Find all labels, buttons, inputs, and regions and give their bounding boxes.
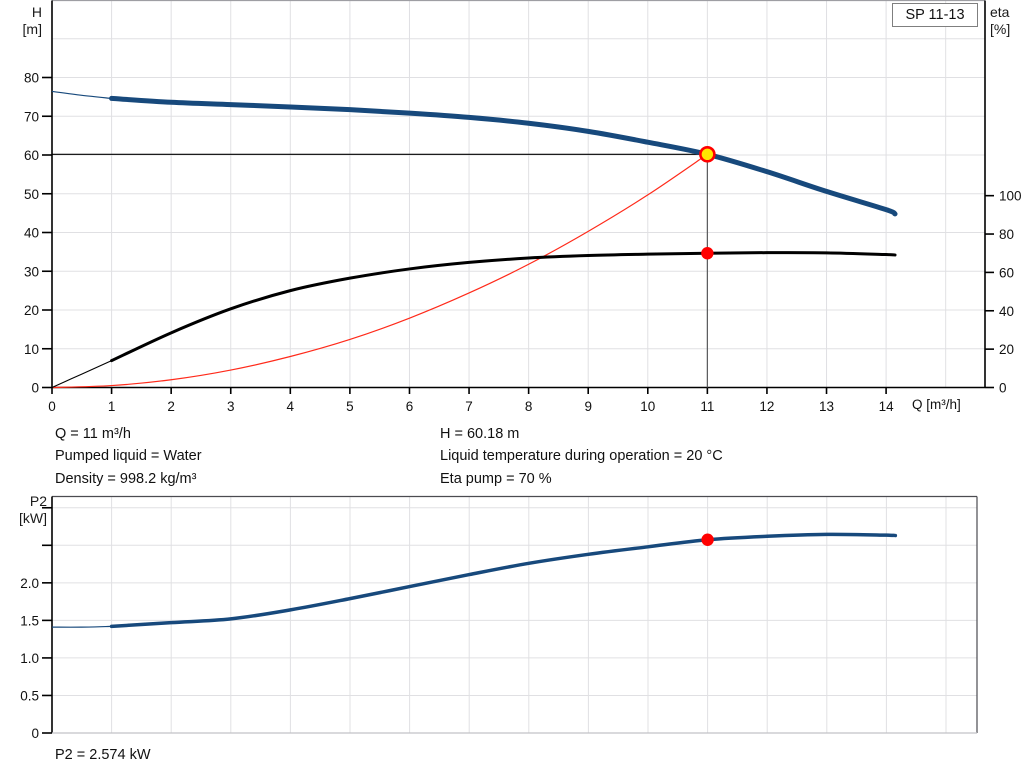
x-tick-label: 11	[700, 399, 714, 414]
eta-axis-title-symbol: eta	[990, 4, 1010, 20]
condition-head: H = 60.18 m	[440, 426, 520, 442]
y-tick-label: 0	[31, 381, 39, 396]
x-tick-label: 8	[525, 399, 533, 414]
y-tick-label: 50	[24, 187, 39, 202]
x-tick-label: 10	[640, 399, 655, 414]
power-curve	[109, 532, 898, 629]
y-tick-label: 2.0	[20, 576, 39, 591]
head-axis-title: H [m]	[6, 4, 42, 38]
eta-axis-title-unit: [%]	[990, 21, 1011, 37]
y-tick-label: 20	[24, 303, 39, 318]
x-tick-label: 3	[227, 399, 235, 414]
eta-tick-label: 0	[999, 381, 1007, 396]
eta-tick-label: 40	[999, 304, 1014, 319]
x-tick-label: 9	[584, 399, 592, 414]
head-axis-title-unit: [m]	[22, 21, 42, 37]
power-curve-lead	[51, 625, 112, 628]
efficiency-point[interactable]	[701, 247, 714, 260]
system-curve	[51, 153, 708, 389]
flow-axis-title: Q [m³/h]	[912, 397, 961, 412]
x-tick-label: 6	[406, 399, 414, 414]
condition-pumped-liquid: Pumped liquid = Water	[55, 448, 202, 465]
conditions-right-column: H = 60.18 m Liquid temperature during op…	[440, 423, 723, 490]
condition-liquid-temperature: Liquid temperature during operation = 20…	[440, 448, 723, 465]
power-axis-title-unit: [kW]	[19, 510, 47, 526]
duty-point[interactable]	[699, 146, 716, 163]
condition-flow: Q = 11 m³/h	[55, 426, 131, 442]
pump-curve	[109, 95, 898, 217]
pump-model-badge: SP 11-13	[892, 3, 978, 27]
eta-tick-label: 20	[999, 342, 1014, 357]
power-axis-title-symbol: P2	[29, 493, 47, 509]
x-tick-label: 5	[346, 399, 354, 414]
condition-eta-pump: Eta pump = 70 %	[440, 470, 552, 487]
power-point[interactable]	[701, 533, 714, 546]
condition-density: Density = 998.2 kg/m³	[55, 470, 197, 487]
efficiency-curve-lead	[51, 360, 112, 389]
x-tick-label: 13	[819, 399, 834, 414]
y-tick-label: 80	[24, 71, 39, 86]
eta-axis-title: eta [%]	[990, 4, 1024, 38]
efficiency-curve	[110, 251, 897, 363]
x-tick-label: 7	[465, 399, 473, 414]
x-tick-label: 1	[108, 399, 116, 414]
y-tick-label: 30	[24, 264, 39, 279]
eta-tick-label: 100	[999, 189, 1022, 204]
y-tick-label: 0.5	[20, 688, 39, 703]
power-result-text: P2 = 2.574 kW	[55, 747, 151, 763]
power-axis-title: P2 [kW]	[3, 493, 47, 527]
x-tick-label: 4	[287, 399, 295, 414]
eta-tick-label: 80	[999, 227, 1014, 242]
y-tick-label: 40	[24, 226, 39, 241]
head-axis-title-symbol: H	[31, 4, 42, 20]
x-tick-label: 2	[167, 399, 175, 414]
y-tick-label: 1.0	[20, 651, 39, 666]
x-tick-label: 14	[879, 399, 895, 414]
x-tick-label: 12	[759, 399, 774, 414]
y-tick-label: 60	[24, 148, 39, 163]
eta-tick-label: 60	[999, 265, 1014, 280]
x-tick-label: 0	[48, 399, 56, 414]
y-tick-label: 1.5	[20, 613, 39, 628]
y-tick-label: 0	[31, 726, 39, 741]
y-tick-label: 70	[24, 109, 39, 124]
y-tick-label: 10	[24, 342, 39, 357]
conditions-left-column: Q = 11 m³/h Pumped liquid = Water Densit…	[55, 423, 202, 490]
pump-curve-lead	[51, 90, 112, 100]
